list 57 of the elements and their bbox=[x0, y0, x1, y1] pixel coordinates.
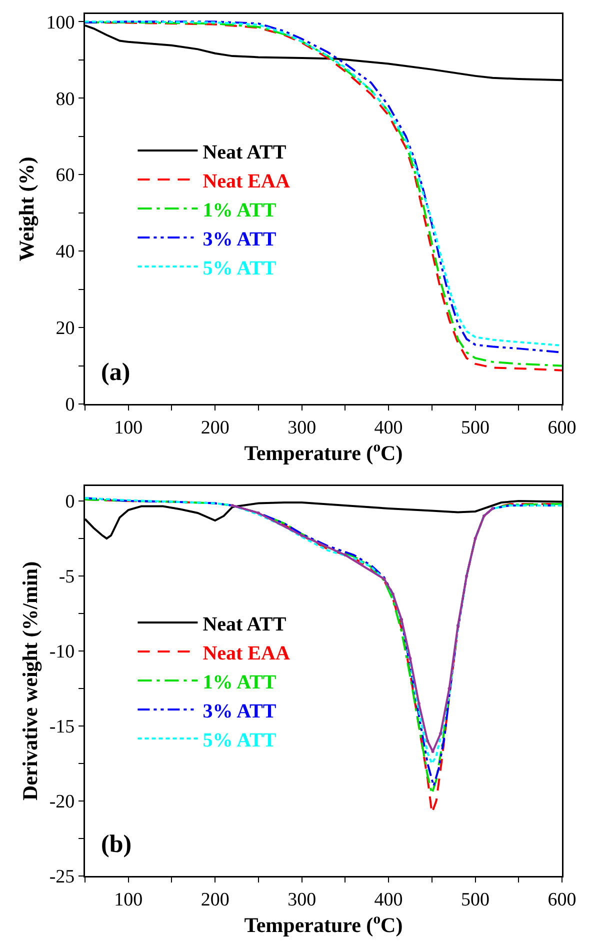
y-axis-title: Weight (%) bbox=[14, 156, 39, 262]
point bbox=[417, 702, 420, 705]
legend-label: Neat EAA bbox=[202, 170, 290, 192]
legend-label: Neat ATT bbox=[202, 613, 287, 636]
y-tick-label: -10 bbox=[49, 642, 75, 663]
y-tick-label: 80 bbox=[56, 88, 75, 110]
point bbox=[474, 537, 477, 540]
legend-label: 5% ATT bbox=[202, 729, 277, 752]
point bbox=[300, 534, 304, 537]
x-tick-label: 200 bbox=[200, 417, 230, 438]
y-tick-label: -15 bbox=[49, 716, 75, 738]
x-tick-label: 300 bbox=[288, 889, 316, 910]
x-tick-label: 600 bbox=[548, 889, 576, 910]
x-tick-label: 100 bbox=[114, 417, 143, 438]
y-tick-label: 40 bbox=[56, 242, 75, 263]
point bbox=[465, 574, 468, 578]
point bbox=[400, 618, 404, 621]
y-tick-label: 60 bbox=[56, 165, 75, 186]
x-tick-label: 400 bbox=[374, 417, 403, 438]
point bbox=[431, 750, 434, 753]
legend-label: 3% ATT bbox=[202, 228, 277, 250]
y-tick-label: -5 bbox=[58, 566, 75, 588]
x-tick-label: 500 bbox=[461, 417, 490, 438]
x-tick-label: 300 bbox=[288, 417, 316, 438]
annotation: (a) bbox=[101, 359, 130, 386]
legend-label: 1% ATT bbox=[202, 199, 277, 222]
x-tick-label: 100 bbox=[114, 889, 143, 910]
point bbox=[426, 740, 430, 742]
point bbox=[491, 507, 494, 510]
y-tick-label: -20 bbox=[49, 792, 75, 813]
y-axis-title: Derivative weight (%/min) bbox=[18, 561, 42, 801]
point bbox=[391, 592, 394, 596]
point bbox=[382, 578, 386, 580]
point bbox=[408, 657, 412, 660]
point bbox=[448, 687, 451, 690]
x-tick-label: 400 bbox=[374, 889, 403, 910]
legend-label: Neat EAA bbox=[202, 642, 290, 664]
legend-label: 5% ATT bbox=[202, 257, 277, 280]
y-tick-label: 20 bbox=[56, 318, 75, 340]
point bbox=[439, 732, 442, 735]
point bbox=[230, 504, 234, 507]
legend-label: 1% ATT bbox=[202, 671, 277, 694]
legend-label: 3% ATT bbox=[202, 700, 277, 722]
y-tick-label: 100 bbox=[46, 12, 75, 34]
x-tick-label: 500 bbox=[461, 889, 490, 910]
y-tick-label: 0 bbox=[65, 492, 75, 513]
annotation: (b) bbox=[101, 831, 132, 858]
y-tick-label: 0 bbox=[65, 394, 75, 416]
legend-label: Neat ATT bbox=[202, 141, 287, 164]
x-tick-label: 200 bbox=[200, 889, 230, 910]
y-tick-label: -25 bbox=[49, 866, 75, 888]
x-axis-title: Temperature ($^{o}$C) bbox=[244, 439, 403, 466]
x-axis-title: Temperature ($^{o}$C) bbox=[244, 911, 403, 938]
point bbox=[456, 624, 460, 627]
point bbox=[344, 554, 347, 556]
point bbox=[482, 514, 486, 518]
x-tick-label: 600 bbox=[548, 417, 576, 438]
